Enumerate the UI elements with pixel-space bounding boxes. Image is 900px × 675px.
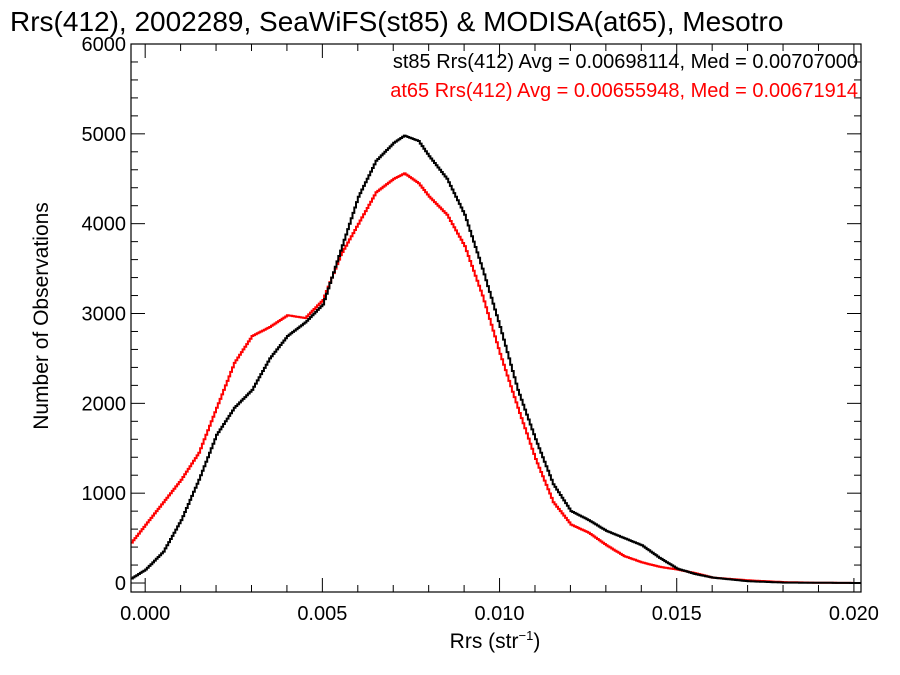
x-tick-label: 0.005 (297, 603, 347, 625)
y-tick-label: 6000 (82, 34, 127, 56)
plot-frame (130, 43, 862, 593)
series-curves (131, 134, 861, 584)
y-tick-label: 4000 (82, 214, 127, 236)
y-tick-label: 2000 (82, 393, 127, 415)
x-tick-label: 0.010 (475, 603, 525, 625)
x-tick-label: 0.015 (652, 603, 702, 625)
x-tick-label: 0.000 (120, 603, 170, 625)
x-tick-label: 0.020 (829, 603, 879, 625)
chart-title: Rrs(412), 2002289, SeaWiFS(st85) & MODIS… (10, 6, 783, 37)
y-tick-label: 3000 (82, 304, 127, 326)
series-line-at65 (131, 172, 861, 584)
series-line-st85 (131, 134, 861, 584)
x-axis-label: Rrs (str−1) (450, 628, 541, 653)
y-tick-label: 5000 (82, 124, 127, 146)
axis-ticks: 0 1000 2000 3000 4000 5000 6000 0.000 0.005 0.010… (82, 34, 879, 625)
y-tick-label: 1000 (82, 483, 127, 505)
y-axis-label: Number of Observations (30, 202, 53, 430)
y-tick-label: 0 (115, 573, 126, 595)
legend-entry-at65: at65 Rrs(412) Avg = 0.00655948, Med = 0.… (390, 80, 858, 102)
legend-entry-st85: st85 Rrs(412) Avg = 0.00698114, Med = 0.… (393, 51, 858, 73)
x-axis-label-superscript: −1 (519, 628, 534, 643)
